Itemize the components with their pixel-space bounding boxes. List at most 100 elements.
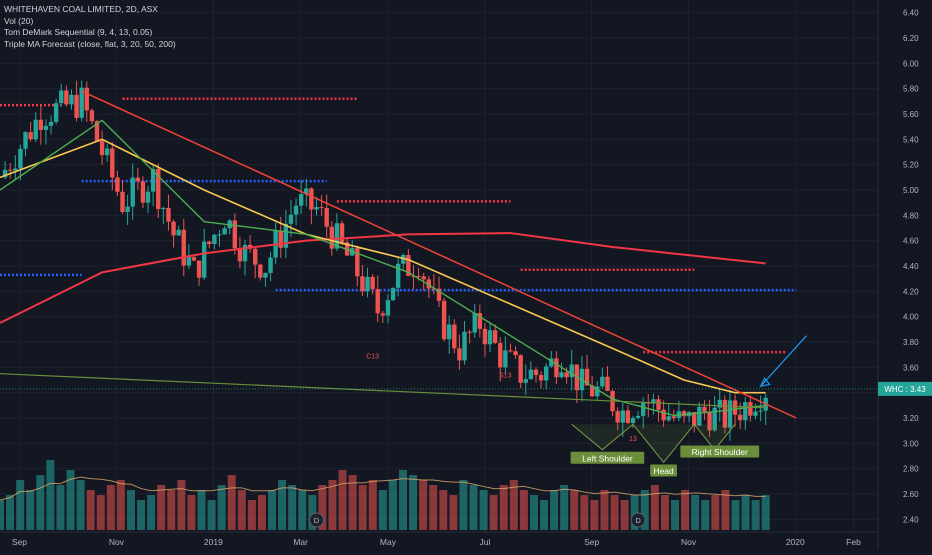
candle-body: [712, 407, 717, 431]
candle-body: [69, 94, 74, 105]
candle-body: [115, 177, 120, 192]
volume-bar: [731, 500, 740, 530]
candle-body: [390, 287, 396, 301]
chart-legend: WHITEHAVEN COAL LIMITED, 2D, ASX Vol (20…: [4, 4, 176, 50]
candle-body: [94, 121, 100, 142]
candle-body: [293, 205, 299, 215]
candle-body: [186, 257, 192, 266]
volume-bar: [489, 495, 498, 530]
candle-body: [538, 374, 544, 381]
candle-body: [140, 181, 146, 203]
volume-bar: [671, 500, 680, 530]
volume-bar: [96, 495, 105, 530]
volume-bar: [237, 490, 246, 530]
y-tick-label: 6.20: [903, 34, 919, 43]
candle-body: [74, 94, 79, 118]
candle-body: [232, 220, 238, 249]
volume-bar: [630, 495, 639, 530]
candle-body: [222, 228, 227, 235]
volume-bar: [116, 480, 125, 530]
candle-body: [462, 331, 467, 361]
ma-20-line: [0, 119, 766, 417]
candle-body: [314, 207, 319, 210]
dividend-marker-2-text: D: [635, 516, 641, 525]
volume-bar: [449, 495, 458, 530]
candle-body: [181, 229, 186, 266]
candle-body: [258, 264, 263, 278]
candle-body: [564, 372, 569, 378]
candle-body: [727, 400, 733, 428]
neckline: [0, 373, 766, 409]
candle-body: [28, 132, 33, 140]
candle-body: [528, 369, 534, 380]
volume-bar: [721, 490, 730, 530]
candle-body: [518, 355, 523, 383]
volume-bar: [46, 460, 55, 530]
candle-body: [161, 207, 166, 210]
x-tick-label: Mar: [293, 537, 308, 547]
candle-body: [212, 234, 217, 245]
candle-body: [8, 169, 13, 171]
volume-bar: [227, 475, 236, 530]
candle-body: [18, 148, 23, 169]
candle-body: [156, 168, 161, 210]
candle-body: [283, 223, 289, 248]
y-tick-label: 3.00: [903, 439, 919, 448]
candle-body: [717, 399, 722, 408]
legend-triple-ma: Triple MA Forecast (close, flat, 3, 20, …: [4, 38, 176, 49]
legend-volume: Vol (20): [4, 15, 34, 26]
volume-bar: [56, 485, 65, 530]
y-tick-label: 5.40: [903, 135, 919, 144]
candle-body: [492, 330, 498, 343]
td-label-13: 13: [629, 436, 637, 443]
candle-body: [625, 410, 631, 424]
volume-bar: [529, 495, 538, 530]
downtrend-line: [81, 90, 797, 419]
candle-body: [452, 324, 457, 349]
y-tick-label: 4.60: [903, 237, 919, 246]
candle-body: [513, 351, 518, 356]
candle-body: [33, 119, 38, 140]
volume-bar: [76, 480, 85, 530]
candle-body: [253, 248, 258, 265]
candle-body: [319, 207, 324, 209]
label-left-shoulder: Left Shoulder: [582, 453, 633, 463]
volume-bar: [681, 490, 690, 530]
volume-bar: [479, 490, 488, 530]
y-tick-label: 6.00: [903, 59, 919, 68]
volume-bar: [338, 470, 347, 530]
candle-body: [324, 208, 329, 227]
volume-bar: [590, 500, 599, 530]
volume-bar: [126, 490, 135, 530]
volume-bar: [550, 490, 559, 530]
volume-bar: [711, 495, 720, 530]
candle-body: [196, 260, 202, 278]
candle-body: [457, 348, 462, 361]
candle-body: [732, 400, 738, 415]
candle-body: [171, 221, 176, 236]
volume-bars: [0, 460, 770, 530]
candle-body: [620, 410, 625, 423]
candle-body: [304, 188, 309, 195]
arrow-head: [759, 377, 771, 388]
candle-body: [201, 241, 207, 278]
candle-body: [135, 177, 141, 182]
td-label-s13: S13: [499, 372, 512, 379]
candle-body: [753, 411, 758, 416]
volume-bar: [499, 485, 508, 530]
volume-bar: [318, 485, 327, 530]
candle-body: [150, 168, 156, 192]
dividend-marker-1-text: D: [314, 516, 320, 525]
candle-body: [355, 248, 360, 277]
y-tick-label: 5.00: [903, 186, 919, 195]
volume-bar: [610, 495, 619, 530]
x-tick-label: Nov: [681, 537, 697, 547]
candle-body: [370, 276, 375, 290]
volume-bar: [328, 480, 337, 530]
candle-body: [288, 214, 294, 224]
dividend-marker-2: [630, 512, 646, 528]
candle-body: [605, 376, 610, 391]
volume-bar: [177, 480, 186, 530]
